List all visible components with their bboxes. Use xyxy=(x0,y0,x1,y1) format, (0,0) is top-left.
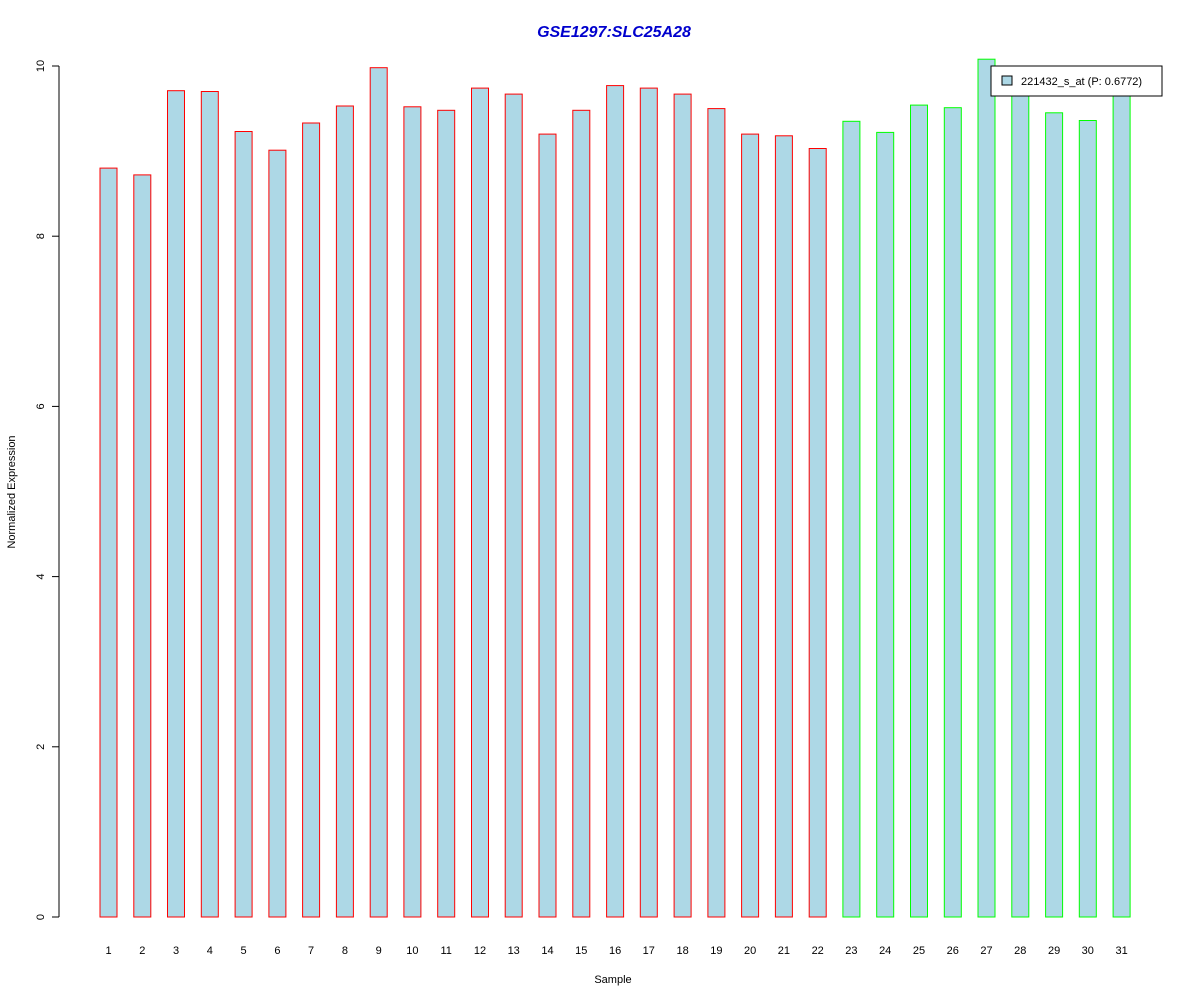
bar xyxy=(977,58,996,918)
bar xyxy=(639,87,658,918)
bar xyxy=(910,104,928,918)
x-tick-labels: 1 2 3 4 5 6 7 8 9 10 11 12 13 14 15 16 17 18 19 20 21 22 23 24 2… xyxy=(105,945,1127,957)
legend-label: 221432_s_at (P: 0.6772) xyxy=(1021,76,1142,88)
x-tick-label: 12 xyxy=(474,945,486,957)
x-tick-label: 26 xyxy=(947,945,959,957)
bar xyxy=(1112,92,1131,918)
x-tick-label: 22 xyxy=(812,945,824,957)
x-tick-label: 20 xyxy=(744,945,756,957)
x-tick-label: 5 xyxy=(241,945,247,957)
bar xyxy=(606,85,625,918)
x-tick-label: 31 xyxy=(1115,945,1127,957)
x-tick-label: 24 xyxy=(879,945,891,957)
bar xyxy=(943,107,962,918)
bar xyxy=(538,133,557,918)
chart-title: GSE1297:SLC25A28 xyxy=(537,24,691,41)
x-tick-label: 28 xyxy=(1014,945,1026,957)
x-tick-label: 3 xyxy=(173,945,179,957)
bar xyxy=(808,148,827,918)
x-tick-label: 1 xyxy=(105,945,111,957)
x-tick-label: 16 xyxy=(609,945,621,957)
y-tick-label: 10 xyxy=(35,60,47,72)
x-tick-label: 14 xyxy=(541,945,553,957)
bar xyxy=(741,133,760,918)
x-tick-label: 17 xyxy=(643,945,655,957)
bar xyxy=(707,108,726,918)
x-tick-label: 23 xyxy=(845,945,857,957)
x-tick-label: 30 xyxy=(1082,945,1094,957)
x-tick-label: 7 xyxy=(308,945,314,957)
legend-box xyxy=(990,65,1163,97)
bar xyxy=(471,87,489,918)
bar xyxy=(572,109,591,918)
y-axis-label: Normalized Expression xyxy=(6,435,18,548)
bar xyxy=(167,90,185,918)
x-tick-label: 15 xyxy=(575,945,587,957)
bar xyxy=(842,120,861,918)
x-tick-label: 6 xyxy=(274,945,280,957)
x-tick-label: 10 xyxy=(406,945,418,957)
x-tick-label: 4 xyxy=(207,945,213,957)
bar xyxy=(1045,112,1064,918)
x-tick-label: 18 xyxy=(676,945,688,957)
bar xyxy=(437,109,456,918)
legend: 221432_s_at (P: 0.6772) xyxy=(990,65,1163,97)
y-tick-label: 8 xyxy=(35,233,47,239)
bar xyxy=(234,131,253,918)
bar xyxy=(1078,120,1097,918)
y-tick-label: 4 xyxy=(35,574,47,580)
bar xyxy=(504,93,523,918)
x-tick-label: 21 xyxy=(778,945,790,957)
bar xyxy=(876,131,895,918)
x-tick-label: 29 xyxy=(1048,945,1060,957)
x-tick-label: 25 xyxy=(913,945,925,957)
x-tick-label: 11 xyxy=(440,945,451,957)
bar xyxy=(1011,88,1030,918)
x-axis-label: Sample xyxy=(594,974,631,986)
x-tick-label: 27 xyxy=(980,945,992,957)
x-tick-label: 19 xyxy=(710,945,722,957)
bar xyxy=(133,174,152,918)
bars xyxy=(99,58,1131,918)
x-tick-label: 9 xyxy=(376,945,382,957)
bar xyxy=(673,93,692,918)
y-tick-label: 6 xyxy=(35,403,47,409)
x-tick-label: 8 xyxy=(342,945,348,957)
bar xyxy=(268,149,287,918)
y-axis: 0 2 4 6 8 10 xyxy=(35,60,60,920)
legend-swatch xyxy=(1001,75,1013,86)
bar xyxy=(774,135,793,918)
bar xyxy=(99,167,118,918)
bar xyxy=(200,91,219,918)
bar xyxy=(335,105,354,918)
y-tick-label: 2 xyxy=(35,744,47,750)
bar xyxy=(302,122,321,918)
x-tick-label: 13 xyxy=(508,945,520,957)
bar xyxy=(403,106,422,918)
x-tick-label: 2 xyxy=(139,945,145,957)
bar xyxy=(369,67,388,918)
y-tick-label: 0 xyxy=(35,914,47,920)
